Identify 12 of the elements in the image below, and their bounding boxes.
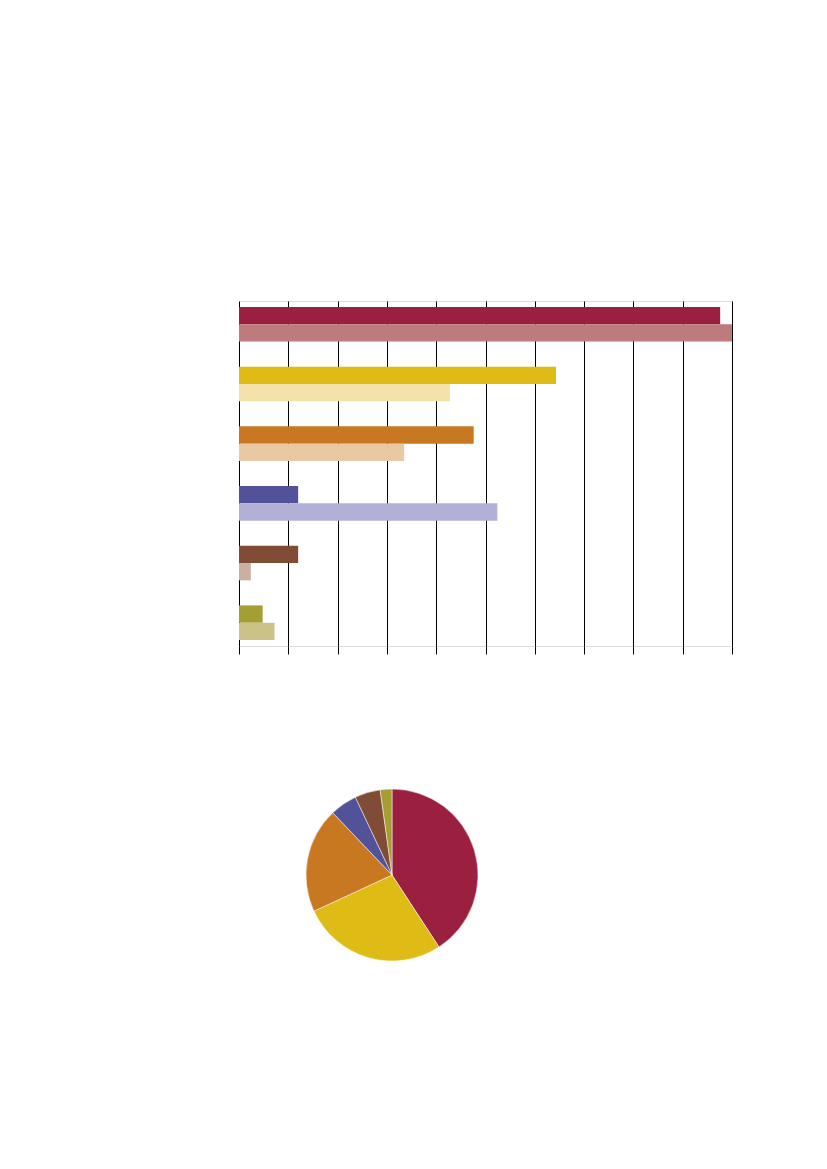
bar [239, 426, 474, 444]
bar [239, 324, 732, 342]
bar [239, 443, 405, 461]
bar [239, 383, 450, 402]
bar [239, 486, 299, 504]
bar [239, 366, 556, 384]
bar [239, 605, 263, 623]
bar [239, 563, 251, 581]
bar [239, 622, 275, 641]
bar [239, 545, 299, 564]
bar [239, 503, 498, 521]
bar [239, 306, 721, 325]
